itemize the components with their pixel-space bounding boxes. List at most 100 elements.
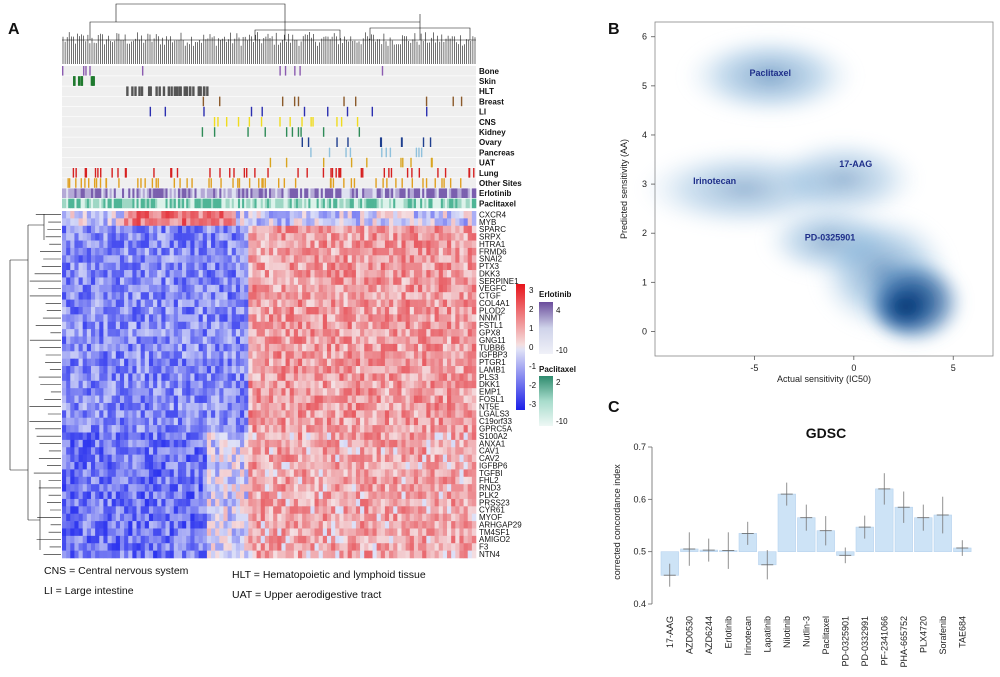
- track-cell: [469, 198, 473, 209]
- heatmap-cell: [177, 366, 183, 374]
- heatmap-cell: [463, 447, 469, 455]
- heatmap-cell: [144, 292, 150, 300]
- heatmap-cell: [335, 343, 340, 352]
- track-cell: [442, 198, 446, 209]
- heatmap-cell: [206, 329, 212, 337]
- heatmap-cell: [269, 247, 274, 256]
- track-cell: [240, 188, 243, 198]
- heatmap-cell: [148, 366, 154, 374]
- track-cell: [169, 198, 173, 209]
- heatmap-cell: [140, 521, 146, 529]
- heatmap-cell: [256, 469, 262, 478]
- heatmap-cell: [211, 343, 216, 352]
- heatmap-cell: [306, 343, 311, 352]
- heatmap-cell: [273, 299, 278, 308]
- heatmap-cell: [260, 395, 266, 404]
- heatmap-cell: [405, 343, 411, 352]
- heatmap-cell: [413, 336, 419, 345]
- heatmap-cell: [351, 306, 357, 315]
- heatmap-cell: [368, 410, 373, 419]
- track-cell: [86, 198, 90, 209]
- heatmap-cell: [140, 491, 146, 500]
- heatmap-cell: [459, 439, 464, 448]
- heatmap-cell: [331, 410, 336, 419]
- heatmap-cell: [128, 388, 133, 396]
- heatmap-cell: [182, 388, 187, 396]
- heatmap-cell: [397, 343, 402, 352]
- heatmap-cell: [119, 277, 125, 286]
- heatmap-cell: [82, 447, 88, 455]
- heatmap-cell: [231, 329, 237, 337]
- heatmap-cell: [405, 240, 411, 249]
- heatmap-cell: [434, 270, 440, 278]
- heatmap-cell: [393, 484, 398, 492]
- heatmap-cell: [405, 447, 411, 455]
- heatmap-cell: [165, 314, 170, 323]
- heatmap-cell: [318, 329, 324, 337]
- heatmap-cell: [293, 491, 299, 500]
- track-cell: [420, 188, 423, 198]
- heatmap-cell: [285, 321, 290, 330]
- track-cell: [217, 188, 220, 198]
- heatmap-cell: [467, 351, 473, 359]
- heatmap-cell: [331, 225, 336, 234]
- track-cell: [329, 188, 332, 198]
- heatmap-cell: [223, 270, 228, 278]
- heatmap-cell: [115, 299, 121, 308]
- heatmap-cell: [347, 447, 353, 455]
- heatmap-cell: [302, 425, 307, 433]
- heatmap-cell: [124, 329, 129, 337]
- heatmap-cell: [190, 284, 195, 293]
- heatmap-cell: [132, 506, 137, 514]
- heatmap-cell: [136, 484, 141, 492]
- heatmap-cell: [442, 262, 448, 271]
- heatmap-cell: [148, 314, 154, 323]
- heatmap-cell: [231, 380, 237, 389]
- heatmap-cell: [293, 373, 299, 382]
- heatmap-cell: [343, 292, 348, 300]
- track-cell: [161, 188, 164, 198]
- heatmap-cell: [351, 358, 357, 367]
- heatmap-cell: [227, 476, 233, 485]
- heatmap-cell: [177, 233, 183, 241]
- heatmap-cell: [380, 292, 386, 300]
- heatmap-cell: [128, 292, 133, 300]
- heatmap-cell: [422, 329, 427, 337]
- heatmap-cell: [438, 358, 444, 367]
- track-cell: [84, 198, 88, 209]
- heatmap-cell: [264, 439, 270, 448]
- heatmap-cell: [182, 373, 187, 382]
- heatmap-cell: [194, 211, 199, 219]
- heatmap-cell: [128, 233, 133, 241]
- heatmap-cell: [297, 218, 303, 227]
- heatmap-cell: [256, 218, 262, 227]
- heatmap-cell: [368, 417, 373, 426]
- heatmap-cell: [273, 366, 278, 374]
- heatmap-cell: [186, 284, 191, 293]
- heatmap-cell: [339, 521, 344, 529]
- heatmap-cell: [211, 491, 216, 500]
- heatmap-cell: [297, 447, 303, 455]
- heatmap-cell: [132, 306, 137, 315]
- heatmap-cell: [248, 476, 253, 485]
- heatmap-cell: [293, 225, 299, 234]
- heatmap-cell: [293, 321, 299, 330]
- heatmap-cell: [90, 388, 96, 396]
- heatmap-cell: [153, 211, 158, 219]
- heatmap-cell: [177, 439, 183, 448]
- track-cell: [353, 188, 357, 198]
- heatmap-cell: [405, 255, 411, 263]
- heatmap-cell: [182, 417, 187, 426]
- heatmap-cell: [115, 262, 121, 271]
- heatmap-cell: [442, 351, 448, 359]
- heatmap-cell: [393, 521, 398, 529]
- track-cell: [430, 188, 433, 198]
- track-mark: [153, 168, 155, 178]
- track-cell: [302, 198, 305, 209]
- heatmap-cell: [177, 240, 183, 249]
- heatmap-cell: [364, 484, 369, 492]
- heatmap-cell: [165, 469, 170, 478]
- heatmap-cell: [384, 439, 390, 448]
- heatmap-cell: [451, 277, 456, 286]
- track-mark: [138, 86, 141, 96]
